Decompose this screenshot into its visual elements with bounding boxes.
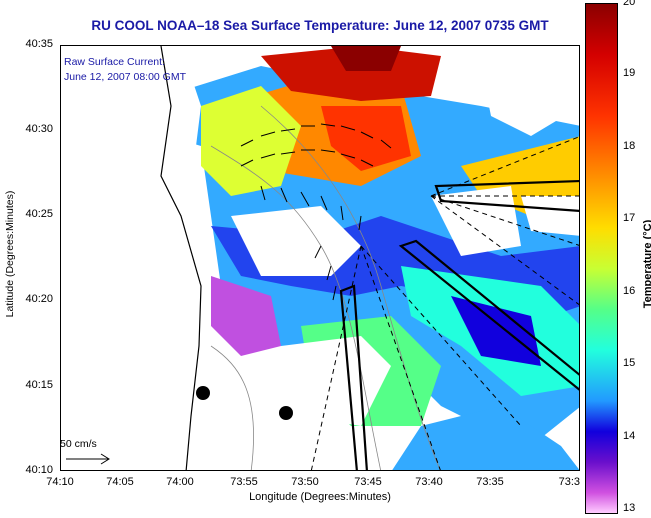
- raw-current-label: Raw Surface Current: June 12, 2007 08:00…: [64, 55, 186, 85]
- y-tick-label: 40:25: [25, 208, 53, 220]
- y-tick-label: 40:35: [25, 38, 53, 50]
- temperature-colorbar: [585, 3, 618, 514]
- colorbar-tick: 14: [623, 430, 636, 442]
- land-mask: [61, 46, 579, 470]
- colorbar-label: Temperature (°C): [642, 219, 651, 309]
- colorbar-tick: 20: [623, 0, 636, 8]
- coastline: [160, 46, 202, 470]
- colorbar-tick: 18: [623, 140, 636, 152]
- bathymetry-contours: [210, 105, 441, 470]
- y-axis-label: Latitude (Degrees:Minutes): [4, 190, 16, 318]
- raw-current-line2: June 12, 2007 08:00 GMT: [64, 71, 186, 83]
- raw-current-line1: Raw Surface Current:: [64, 56, 165, 68]
- x-tick-label: 74:05: [106, 476, 134, 488]
- scale-label: 50 cm/s: [60, 438, 97, 450]
- y-tick-label: 40:20: [25, 293, 53, 305]
- x-tick-label: 73:55: [230, 476, 258, 488]
- station-marker: [279, 406, 293, 420]
- x-tick-label: 73:50: [291, 476, 319, 488]
- station-marker: [196, 386, 210, 400]
- survey-boxes: [339, 179, 579, 470]
- x-tick-label: 73:3: [558, 476, 580, 488]
- x-tick-label: 73:35: [476, 476, 504, 488]
- y-tick-label: 40:15: [25, 379, 53, 391]
- surface-current-vectors: [240, 123, 392, 301]
- x-axis-label: Longitude (Degrees:Minutes): [249, 491, 391, 503]
- colorbar-tick: 13: [623, 502, 636, 514]
- y-tick-label: 40:30: [25, 123, 53, 135]
- map-plot-area: [60, 45, 580, 471]
- x-tick-label: 74:00: [166, 476, 194, 488]
- y-tick-label: 40:10: [25, 464, 53, 476]
- scale-arrow: [66, 453, 110, 465]
- x-tick-label: 74:10: [46, 476, 74, 488]
- chart-title: RU COOL NOAA–18 Sea Surface Temperature:…: [91, 18, 549, 33]
- colorbar-tick: 16: [623, 285, 636, 297]
- colorbar-tick: 15: [623, 357, 636, 369]
- radial-lines: [310, 136, 579, 470]
- colorbar-tick: 17: [623, 212, 636, 224]
- x-tick-label: 73:40: [415, 476, 443, 488]
- x-tick-label: 73:45: [354, 476, 382, 488]
- sst-map: [61, 46, 579, 470]
- colorbar-tick: 19: [623, 67, 636, 79]
